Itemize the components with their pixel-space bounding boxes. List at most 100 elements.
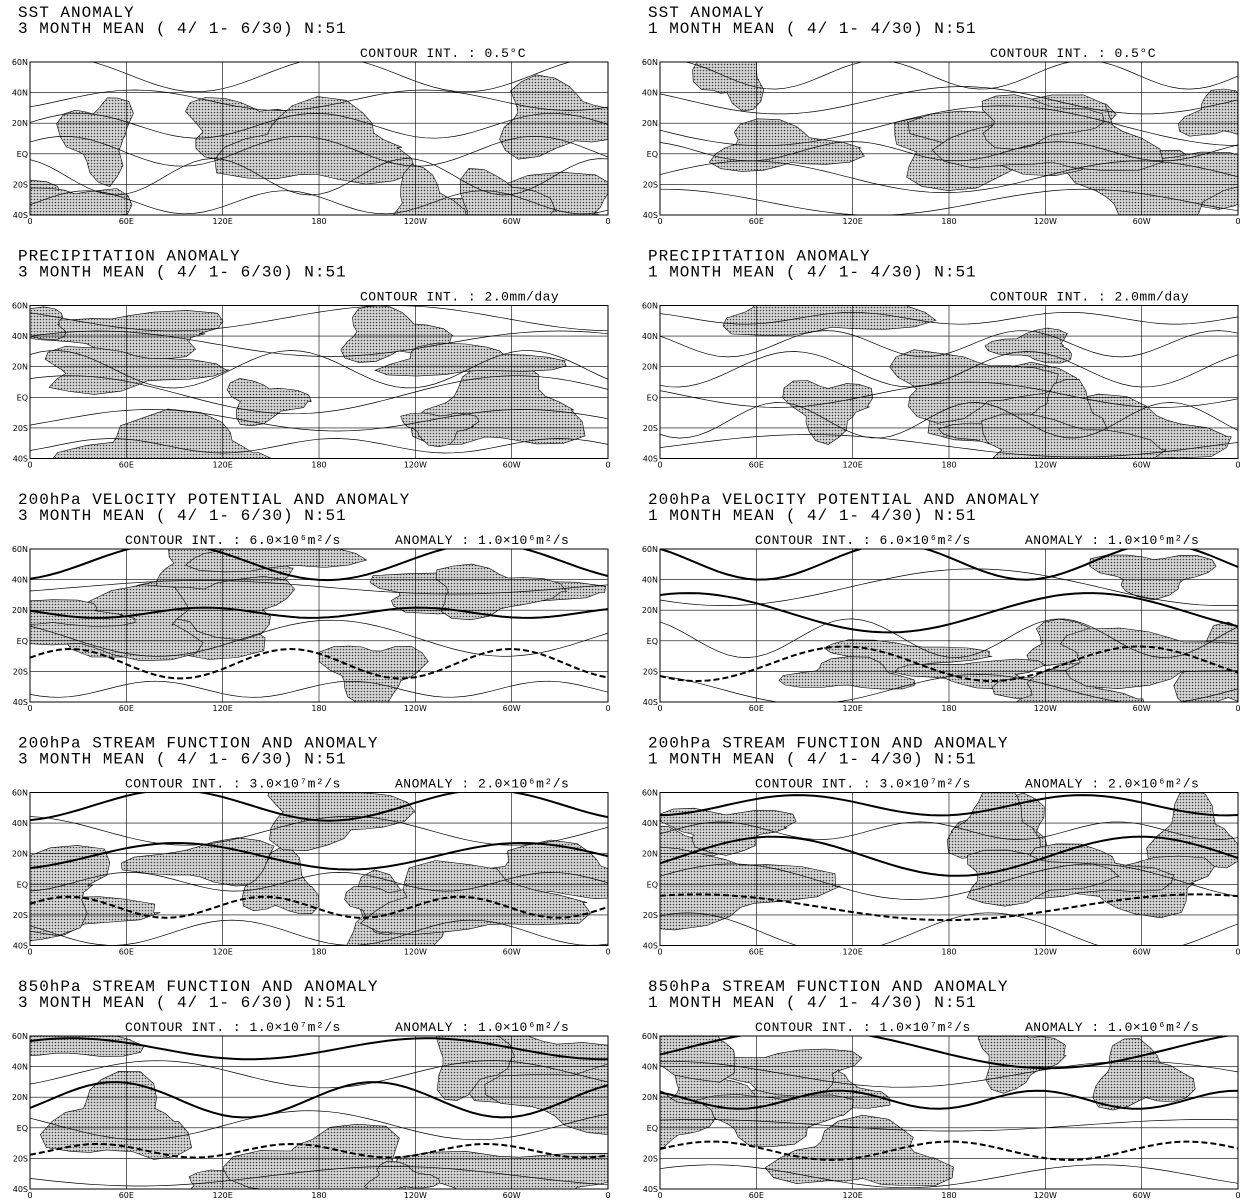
lat-label: EQ (17, 150, 28, 159)
panel-subtitle: 3 MONTH MEAN ( 4/ 1- 6/30) N:51 (18, 20, 347, 38)
map-body (0, 305, 608, 482)
lon-label: 60E (119, 948, 134, 957)
lat-label: 40N (12, 819, 28, 828)
lat-label: 20S (13, 1154, 28, 1163)
lon-label: 60W (1133, 1191, 1151, 1200)
contour-interval: CONTOUR INT. : 3.0×10⁷m²/s (755, 777, 971, 792)
lon-label: 0 (657, 1191, 662, 1200)
lon-label: 120W (404, 948, 427, 957)
shaded-region (500, 75, 625, 159)
panel-subtitle: 3 MONTH MEAN ( 4/ 1- 6/30) N:51 (18, 751, 347, 769)
lat-label: 60N (12, 789, 28, 798)
lon-label: 180 (941, 948, 956, 957)
lat-label: 40N (12, 1063, 28, 1072)
map-panel: SST ANOMALY3 MONTH MEAN ( 4/ 1- 6/30) N:… (0, 4, 625, 258)
lon-label: 180 (941, 704, 956, 713)
lat-label: 20S (643, 180, 658, 189)
lat-label: EQ (17, 393, 28, 402)
lat-label: 40S (13, 942, 28, 951)
shaded-region (1093, 1038, 1195, 1110)
lon-label: 60W (503, 461, 521, 470)
lon-label: 60E (119, 461, 134, 470)
lat-label: 40N (12, 576, 28, 585)
lat-label: 60N (642, 545, 658, 554)
panel-subtitle: 1 MONTH MEAN ( 4/ 1- 4/30) N:51 (648, 751, 977, 769)
lat-label: 60N (12, 58, 28, 67)
lat-label: 40S (643, 455, 658, 464)
anomaly-interval: ANOMALY : 1.0×10⁶m²/s (1025, 533, 1199, 548)
lon-label: 60W (503, 1191, 521, 1200)
lon-label: 60W (1133, 461, 1151, 470)
lat-label: EQ (647, 880, 658, 889)
contour-interval: CONTOUR INT. : 2.0mm/day (360, 290, 559, 305)
anomaly-interval: ANOMALY : 1.0×10⁶m²/s (1025, 1020, 1199, 1035)
lon-label: 120W (404, 1191, 427, 1200)
anomaly-interval: ANOMALY : 2.0×10⁶m²/s (1025, 777, 1199, 792)
lon-label: 60E (749, 704, 764, 713)
map-body (0, 530, 608, 709)
lat-label: 20N (642, 606, 658, 615)
lon-label: 0 (27, 1191, 32, 1200)
map-panel: 850hPa STREAM FUNCTION AND ANOMALY1 MONT… (585, 978, 1240, 1200)
shaded-region (0, 307, 66, 340)
lon-label: 0 (27, 461, 32, 470)
map-body (660, 27, 1245, 234)
lat-label: 60N (12, 302, 28, 311)
shaded-region (40, 1071, 191, 1159)
lat-label: 20S (643, 667, 658, 676)
lon-label: 60E (749, 1191, 764, 1200)
lon-label: 120E (843, 461, 863, 470)
lat-label: 40N (642, 576, 658, 585)
lat-label: 20N (12, 119, 28, 128)
lon-label: 0 (605, 1191, 610, 1200)
lat-label: EQ (647, 393, 658, 402)
lon-label: 0 (27, 948, 32, 957)
lon-label: 120W (404, 704, 427, 713)
lon-label: 0 (1235, 1191, 1240, 1200)
lon-label: 0 (605, 948, 610, 957)
map-body (0, 58, 625, 258)
lon-label: 60W (503, 217, 521, 226)
lon-label: 0 (605, 461, 610, 470)
lat-label: 40S (643, 698, 658, 707)
map-panel: 200hPa STREAM FUNCTION AND ANOMALY3 MONT… (0, 735, 650, 967)
map-body (0, 775, 650, 967)
lat-label: 40S (643, 211, 658, 220)
shaded-region (693, 27, 764, 111)
map-panel: 200hPa VELOCITY POTENTIAL AND ANOMALY3 M… (0, 491, 611, 713)
lon-label: 60E (119, 704, 134, 713)
contour-interval: CONTOUR INT. : 1.0×10⁷m²/s (755, 1020, 971, 1035)
lon-label: 0 (657, 948, 662, 957)
map-panel: PRECIPITATION ANOMALY1 MONTH MEAN ( 4/ 1… (642, 248, 1241, 489)
lon-label: 120E (843, 948, 863, 957)
map-panel: 850hPa STREAM FUNCTION AND ANOMALY3 MONT… (0, 978, 672, 1201)
lon-label: 60E (749, 461, 764, 470)
lon-label: 0 (605, 217, 610, 226)
lat-label: 40S (13, 698, 28, 707)
shaded-region (57, 98, 134, 187)
lat-label: 40S (13, 1185, 28, 1194)
shaded-region (23, 188, 132, 255)
lon-label: 120E (213, 461, 233, 470)
lon-label: 120W (1034, 217, 1057, 226)
lat-label: 40N (12, 89, 28, 98)
lon-label: 0 (1235, 948, 1240, 957)
lat-label: EQ (17, 637, 28, 646)
lat-label: 40S (13, 455, 28, 464)
lon-label: 180 (941, 1191, 956, 1200)
lon-label: 60W (503, 704, 521, 713)
panel-subtitle: 1 MONTH MEAN ( 4/ 1- 4/30) N:51 (648, 507, 977, 525)
lon-label: 120E (843, 217, 863, 226)
lon-label: 120E (213, 704, 233, 713)
lon-label: 120W (404, 461, 427, 470)
lon-label: 120W (1034, 1191, 1057, 1200)
lon-label: 0 (605, 704, 610, 713)
lat-label: 60N (642, 58, 658, 67)
lat-label: 40N (642, 89, 658, 98)
anomaly-interval: ANOMALY : 1.0×10⁶m²/s (395, 1020, 569, 1035)
lat-label: 40N (642, 332, 658, 341)
lon-label: 120E (843, 704, 863, 713)
lon-label: 0 (657, 704, 662, 713)
lat-label: 60N (642, 789, 658, 798)
lon-label: 0 (1235, 461, 1240, 470)
